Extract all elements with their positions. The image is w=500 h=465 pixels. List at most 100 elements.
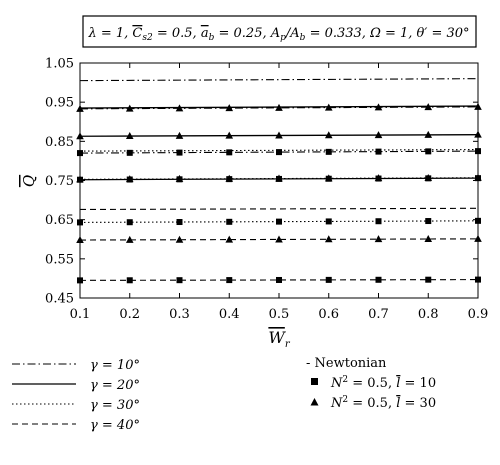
legend-triangle-label: N2 = 0.5, l = 30 xyxy=(330,395,436,411)
marker-triangle xyxy=(275,103,283,111)
marker-square xyxy=(425,218,432,225)
legend-line-label: γ = 10° xyxy=(90,358,140,373)
marker-triangle xyxy=(175,235,184,243)
marker-triangle xyxy=(175,174,184,182)
marker-square xyxy=(176,219,183,226)
title-box xyxy=(82,15,477,48)
marker-triangle xyxy=(374,103,383,111)
marker-square xyxy=(276,218,282,225)
legend-triangle-marker xyxy=(310,398,319,406)
series-line-l10 xyxy=(79,150,479,154)
legend-square-label: N2 = 0.5, l = 10 xyxy=(330,375,436,391)
marker-square xyxy=(226,218,233,225)
axis-ticks: 0.1 0.2 0.3 0.4 0.5 0.6 0.7 0.8 0.9 0.45 0.55 0.65 0… xyxy=(45,57,488,323)
marker-square xyxy=(126,277,133,284)
title-text: λ = 1, Cs2 = 0.5, ab = 0.25, Ap/Ab = 0.3… xyxy=(87,26,469,43)
marker-triangle xyxy=(424,235,433,243)
marker-triangle xyxy=(225,131,234,139)
x-tick-label: 0.5 xyxy=(269,307,290,322)
y-axis-label-text: Q xyxy=(20,175,38,187)
x-axis-label: Wr xyxy=(268,328,290,350)
legend-cases: - Newtonian N2 = 0.5, l = 10 N2 = 0.5, l… xyxy=(306,356,436,411)
marker-triangle xyxy=(125,132,134,140)
series-line-l30 xyxy=(79,106,479,110)
marker-triangle xyxy=(175,104,184,112)
y-tick-label: 0.55 xyxy=(45,252,74,267)
y-tick-label: 0.95 xyxy=(45,96,74,111)
y-tick-label: 0.75 xyxy=(45,174,74,189)
x-tick-label: 0.2 xyxy=(119,307,140,322)
marker-square xyxy=(325,218,332,225)
marker-square xyxy=(375,218,382,225)
marker-triangle xyxy=(374,235,383,243)
marker-square xyxy=(475,276,481,283)
legend-line-label: γ = 40° xyxy=(90,418,140,433)
marker-square xyxy=(375,276,382,283)
marker-triangle xyxy=(76,236,84,244)
legend-line-label: γ = 30° xyxy=(90,398,140,413)
marker-square xyxy=(176,149,183,156)
marker-triangle xyxy=(76,104,84,112)
x-tick-label: 0.8 xyxy=(418,307,439,322)
marker-triangle xyxy=(125,235,134,243)
marker-triangle xyxy=(225,104,234,112)
marker-square xyxy=(276,149,282,156)
marker-triangle xyxy=(424,173,433,181)
marker-square xyxy=(226,277,233,284)
legend-line-styles: γ = 10° γ = 20° γ = 30° γ = 40° xyxy=(12,358,140,433)
marker-triangle xyxy=(424,130,433,138)
legend-newtonian: - Newtonian xyxy=(306,356,387,371)
marker-triangle xyxy=(76,175,84,183)
marker-triangle xyxy=(474,173,482,181)
marker-triangle xyxy=(76,132,84,140)
marker-triangle xyxy=(374,131,383,139)
marker-triangle xyxy=(324,235,333,243)
marker-square xyxy=(176,277,183,284)
chart-title: λ = 1, Cs2 = 0.5, ab = 0.25, Ap/Ab = 0.3… xyxy=(82,15,477,48)
marker-triangle xyxy=(424,103,433,111)
marker-triangle xyxy=(474,234,482,242)
y-tick-label: 0.85 xyxy=(45,135,74,150)
x-axis-label-text: Wr xyxy=(268,328,290,350)
marker-square xyxy=(475,148,481,155)
marker-triangle xyxy=(225,174,234,182)
marker-triangle xyxy=(175,131,184,139)
marker-triangle xyxy=(474,130,482,138)
x-tick-label: 0.1 xyxy=(70,307,91,322)
series-line-l30 xyxy=(79,238,479,241)
series-line-l10 xyxy=(79,279,479,281)
legend-square-marker xyxy=(311,378,318,385)
x-tick-label: 0.3 xyxy=(169,307,190,322)
marker-triangle xyxy=(324,103,333,111)
marker-triangle xyxy=(275,131,283,139)
marker-square xyxy=(276,276,282,283)
marker-square xyxy=(226,149,233,156)
series-line-newtonian xyxy=(79,78,479,82)
x-tick-label: 0.4 xyxy=(219,307,240,322)
y-tick-label: 1.05 xyxy=(45,57,74,72)
marker-square xyxy=(375,148,382,155)
marker-square xyxy=(325,276,332,283)
y-axis-label: Q xyxy=(20,175,38,187)
marker-square xyxy=(475,217,481,224)
marker-square xyxy=(425,148,432,155)
marker-square xyxy=(77,219,83,226)
x-tick-label: 0.6 xyxy=(318,307,339,322)
marker-triangle xyxy=(275,174,283,182)
marker-triangle xyxy=(374,174,383,182)
marker-triangle xyxy=(125,175,134,183)
marker-triangle xyxy=(474,102,482,110)
marker-triangle xyxy=(225,235,234,243)
marker-triangle xyxy=(125,104,134,112)
y-tick-label: 0.45 xyxy=(45,292,74,307)
legend-line-label: γ = 20° xyxy=(90,378,140,393)
marker-square xyxy=(77,277,83,284)
marker-square xyxy=(77,150,83,157)
marker-square xyxy=(126,149,133,156)
marker-triangle xyxy=(324,131,333,139)
marker-square xyxy=(126,219,133,226)
marker-triangle xyxy=(324,174,333,182)
marker-square xyxy=(325,148,332,155)
series-markers xyxy=(76,102,482,284)
